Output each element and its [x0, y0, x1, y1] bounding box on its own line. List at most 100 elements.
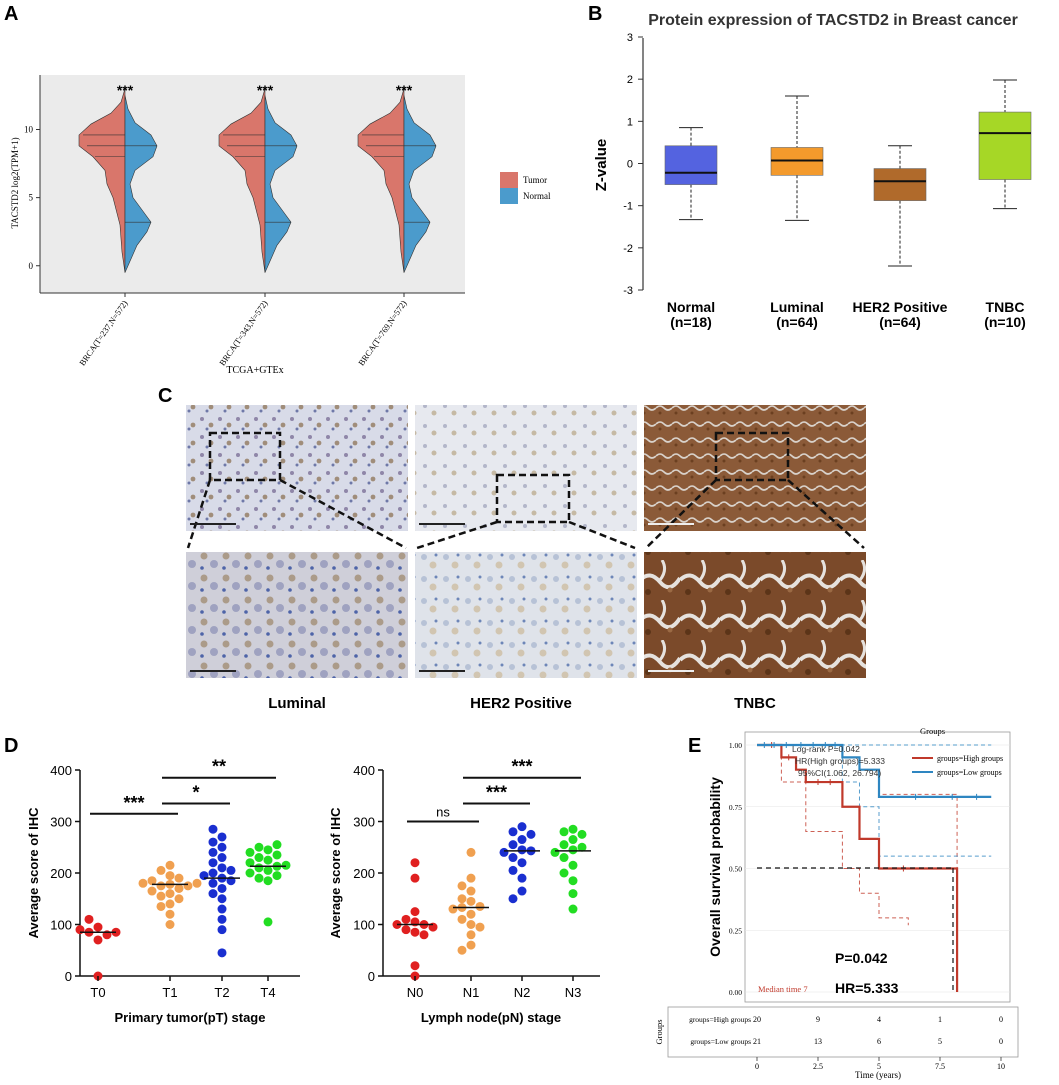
scatter-point — [475, 922, 485, 932]
box-y-tick-label: 2 — [627, 74, 633, 86]
scatter-point — [208, 878, 218, 888]
km-plot-area — [744, 731, 1011, 1003]
scatter-point — [217, 894, 227, 904]
scatter-point — [508, 827, 518, 837]
scatter-point — [165, 889, 175, 899]
scatter-point — [156, 901, 166, 911]
scatter-point — [93, 922, 103, 932]
km-y-tick-label: 0.00 — [729, 988, 742, 997]
ihc-label-tnbc: TNBC — [734, 695, 776, 712]
violin-tumor — [357, 88, 405, 273]
scatter-point — [517, 845, 527, 855]
scatter-point — [208, 858, 218, 868]
scatter-point — [559, 868, 569, 878]
d2-x-label: Lymph node(pN) stage — [421, 1010, 561, 1025]
scatter-point — [457, 894, 467, 904]
scatter-point — [526, 829, 536, 839]
scatter-point — [263, 855, 273, 865]
violin-tumor — [78, 88, 126, 273]
scatter-point — [147, 876, 157, 886]
significance-label: *** — [511, 757, 532, 777]
scatter-y-tick-label: 300 — [353, 815, 375, 830]
scatter-point — [568, 835, 578, 845]
scatter-point — [281, 860, 291, 870]
scatter-point — [217, 842, 227, 852]
box-category-n: (n=18) — [670, 314, 712, 330]
box-category-label: HER2 Positive — [853, 299, 948, 315]
scatter-point — [174, 894, 184, 904]
violin-x-tick-label: BRCA(T=769,N=572) — [356, 298, 409, 367]
scatter-point — [93, 935, 103, 945]
box-y-tick-label: -3 — [623, 285, 633, 297]
risk-table-cell: 6 — [877, 1037, 881, 1046]
scatter-point — [165, 920, 175, 929]
scatter-point — [208, 837, 218, 847]
legend-label-normal: Normal — [523, 191, 551, 201]
scatter-point — [217, 853, 227, 863]
km-x-tick-label: 0 — [755, 1062, 759, 1071]
violin-normal — [124, 95, 158, 273]
panel-label-c: C — [158, 385, 172, 407]
d1-y-label: Average score of IHC — [26, 807, 41, 939]
scatter-x-tick-label: T0 — [90, 985, 105, 1000]
violin-significance: *** — [257, 82, 274, 98]
panel-d2-scatter-pn: 0 100 200 300 400 N0 N1 N2 N3 ns ****** Average … — [328, 757, 600, 1025]
scatter-y-tick-label: 400 — [353, 763, 375, 778]
ihc-luminal-high-mag — [186, 552, 408, 678]
scatter-point — [254, 842, 264, 852]
connector-luminal-left — [186, 479, 212, 549]
box-category-n: (n=64) — [776, 314, 818, 330]
km-x-tick-label: 2.5 — [813, 1062, 823, 1071]
scatter-point — [448, 904, 458, 914]
ihc-her2-high-mag — [415, 552, 637, 678]
scatter-point — [568, 889, 578, 899]
scatter-point — [410, 927, 420, 937]
scatter-point — [517, 886, 527, 896]
scatter-point — [174, 883, 184, 893]
box-her2-positive — [873, 168, 927, 201]
km-y-tick-label: 0.50 — [729, 865, 742, 874]
km-x-tick-label: 7.5 — [935, 1062, 945, 1071]
scatter-point — [165, 871, 175, 881]
zoom-box-tnbc — [714, 431, 790, 482]
scatter-point — [559, 840, 569, 850]
scatter-point — [550, 847, 560, 857]
scatter-y-tick-label: 0 — [65, 969, 72, 984]
scatter-point — [263, 917, 273, 927]
scatter-point — [254, 873, 264, 883]
scatter-point — [156, 881, 166, 891]
scatter-point — [559, 827, 569, 837]
scatter-y-tick-label: 100 — [50, 918, 72, 933]
scatter-point — [217, 914, 227, 924]
scatter-y-tick-label: 100 — [353, 918, 375, 933]
scatter-point — [217, 925, 227, 935]
scatter-y-tick-label: 0 — [368, 969, 375, 984]
scatter-point — [254, 853, 264, 863]
scatter-point — [457, 881, 467, 891]
ihc-tnbc-low-mag — [644, 405, 866, 531]
scatter-point — [466, 940, 476, 950]
risk-table — [667, 1006, 1019, 1058]
scatter-point — [466, 896, 476, 906]
scatter-point — [245, 858, 255, 868]
significance-label: * — [192, 782, 199, 802]
connector-her2-left — [416, 520, 498, 550]
scatter-point — [508, 894, 518, 904]
km-p-value: P=0.042 — [835, 950, 888, 966]
risk-table-cell: 1 — [938, 1015, 942, 1024]
scatter-point — [466, 909, 476, 919]
scatter-point — [568, 876, 578, 886]
km-y-tick-label: 0.25 — [729, 926, 742, 935]
km-y-tick-label: 1.00 — [729, 741, 742, 750]
scatter-x-tick-label: T2 — [214, 985, 229, 1000]
scatter-point — [466, 920, 476, 929]
km-legend: Groups groups=High groups groups=Low gro… — [912, 726, 1003, 777]
km-x-label: Time (years) — [855, 1070, 901, 1080]
km-legend-label-low: groups=Low groups — [937, 768, 1002, 777]
scatter-point — [245, 847, 255, 857]
scatter-point — [508, 840, 518, 850]
scatter-y-tick-label: 200 — [353, 866, 375, 881]
legend-swatch-normal — [500, 188, 518, 204]
scatter-point — [263, 845, 273, 855]
risk-table-cell: 5 — [938, 1037, 942, 1046]
